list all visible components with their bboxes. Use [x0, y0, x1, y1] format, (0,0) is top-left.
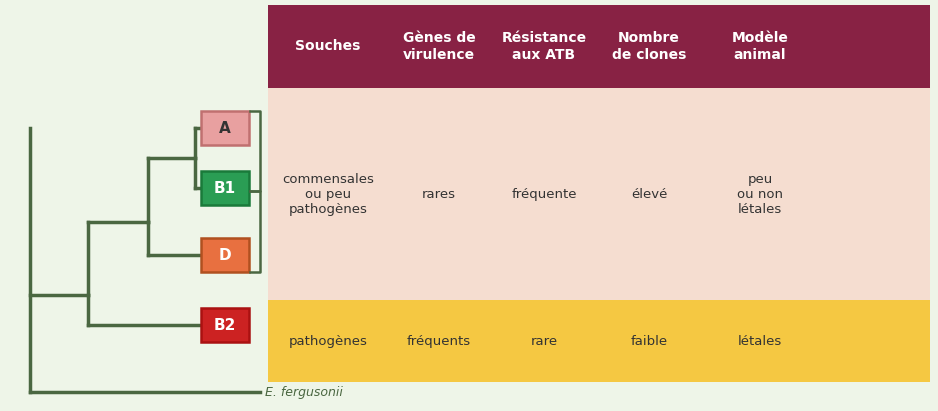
Bar: [201, 238, 249, 272]
Bar: [201, 111, 249, 145]
Text: rares: rares: [422, 187, 456, 201]
Text: fréquents: fréquents: [407, 335, 471, 347]
Bar: [268, 88, 930, 300]
Text: E. fergusonii: E. fergusonii: [265, 386, 343, 399]
Text: rare: rare: [530, 335, 557, 347]
Text: Souches: Souches: [295, 39, 361, 53]
Text: pathogènes: pathogènes: [289, 335, 368, 347]
Text: létales: létales: [738, 335, 782, 347]
Text: A: A: [219, 120, 231, 136]
Bar: [201, 171, 249, 205]
Text: Résistance
aux ATB: Résistance aux ATB: [502, 31, 586, 62]
Text: commensales
ou peu
pathogènes: commensales ou peu pathogènes: [282, 173, 374, 215]
Text: élevé: élevé: [631, 187, 667, 201]
Text: Modèle
animal: Modèle animal: [732, 31, 789, 62]
Bar: [268, 300, 930, 382]
Text: D: D: [219, 247, 232, 263]
Bar: [201, 308, 249, 342]
Bar: [268, 5, 930, 88]
Text: Gènes de
virulence: Gènes de virulence: [402, 31, 476, 62]
Text: B1: B1: [214, 180, 236, 196]
Text: fréquente: fréquente: [511, 187, 577, 201]
Text: Nombre
de clones: Nombre de clones: [612, 31, 687, 62]
Text: B2: B2: [214, 318, 236, 332]
Text: faible: faible: [630, 335, 668, 347]
Text: peu
ou non
létales: peu ou non létales: [737, 173, 783, 215]
